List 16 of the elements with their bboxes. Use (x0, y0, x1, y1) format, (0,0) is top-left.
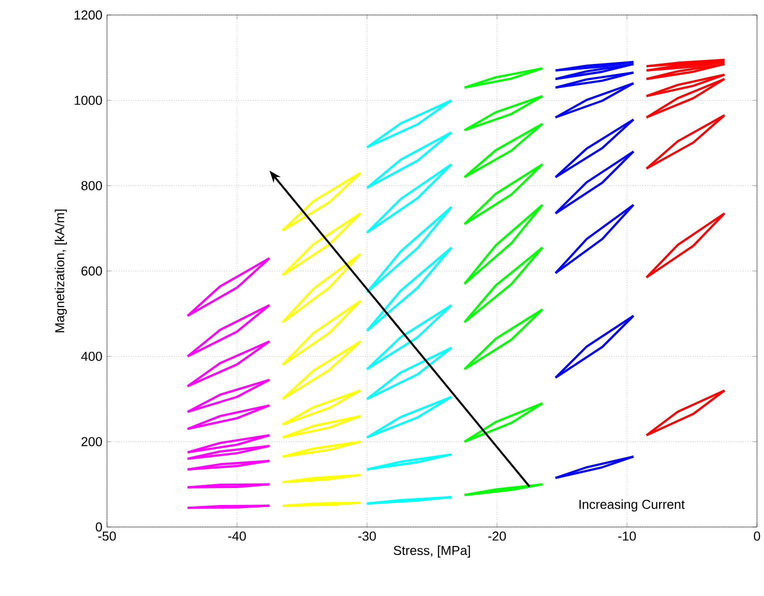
y-tick-label: 1200 (74, 10, 102, 20)
annotation: Increasing Current (579, 499, 685, 512)
y-axis-title: Magnetization, [kA/m] (54, 210, 67, 332)
x-tick-label: -10 (618, 532, 636, 541)
y-tick-label: 800 (81, 181, 102, 190)
x-axis-title: Stress, [MPa] (394, 546, 470, 558)
y-tick-label: 1000 (74, 96, 102, 105)
x-tick-label: -40 (228, 532, 246, 541)
x-tick-label: -20 (488, 532, 506, 541)
y-tick-label: 200 (82, 437, 102, 446)
y-tick-label: 400 (81, 352, 102, 361)
x-tick-label: 0 (754, 532, 760, 541)
y-tick-label: 0 (96, 522, 102, 532)
x-tick-label: -30 (358, 532, 376, 541)
y-tick-label: 600 (82, 266, 102, 276)
x-tick-label: -50 (98, 532, 116, 541)
